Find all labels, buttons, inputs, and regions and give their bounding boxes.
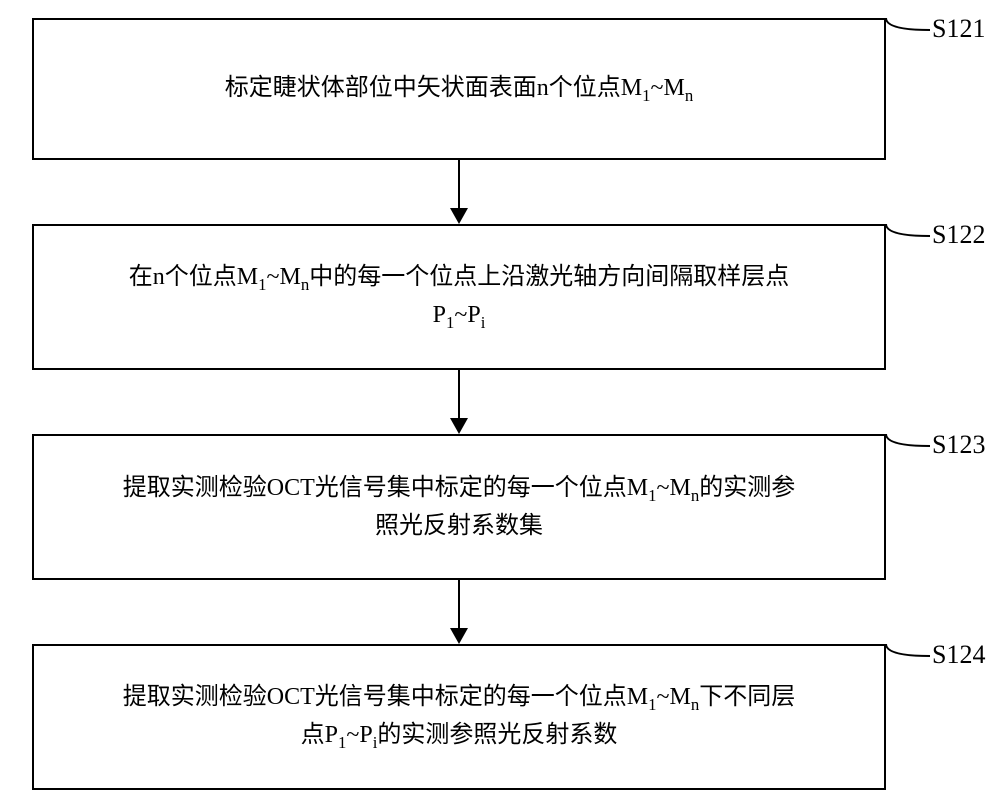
flowchart-canvas: 标定睫状体部位中矢状面表面n个位点M1~Mn S121 在n个位点M1~Mn中的每一… xyxy=(0,0,1000,796)
arrow-head-icon-0 xyxy=(450,208,468,224)
step-label-S121: S121 xyxy=(932,14,985,44)
step-text-S122: 在n个位点M1~Mn中的每一个位点上沿激光轴方向间隔取样层点P1~Pi xyxy=(129,259,789,335)
arrow-line-0 xyxy=(458,160,460,208)
step-box-S124: 提取实测检验OCT光信号集中标定的每一个位点M1~Mn下不同层点P1~Pi的实测… xyxy=(32,644,886,790)
callout-curve-S124 xyxy=(886,644,934,686)
arrow-head-icon-2 xyxy=(450,628,468,644)
arrow-line-1 xyxy=(458,370,460,418)
callout-curve-S122 xyxy=(886,224,934,266)
step-label-S124: S124 xyxy=(932,640,985,670)
step-label-S122: S122 xyxy=(932,220,985,250)
step-text-S124: 提取实测检验OCT光信号集中标定的每一个位点M1~Mn下不同层点P1~Pi的实测… xyxy=(123,679,795,755)
step-box-S123: 提取实测检验OCT光信号集中标定的每一个位点M1~Mn的实测参照光反射系数集 xyxy=(32,434,886,580)
step-text-S121: 标定睫状体部位中矢状面表面n个位点M1~Mn xyxy=(225,70,693,108)
step-label-S123: S123 xyxy=(932,430,985,460)
arrow-line-2 xyxy=(458,580,460,628)
step-box-S122: 在n个位点M1~Mn中的每一个位点上沿激光轴方向间隔取样层点P1~Pi xyxy=(32,224,886,370)
callout-curve-S123 xyxy=(886,434,934,476)
arrow-head-icon-1 xyxy=(450,418,468,434)
callout-curve-S121 xyxy=(886,18,934,60)
step-text-S123: 提取实测检验OCT光信号集中标定的每一个位点M1~Mn的实测参照光反射系数集 xyxy=(123,470,795,544)
step-box-S121: 标定睫状体部位中矢状面表面n个位点M1~Mn xyxy=(32,18,886,160)
